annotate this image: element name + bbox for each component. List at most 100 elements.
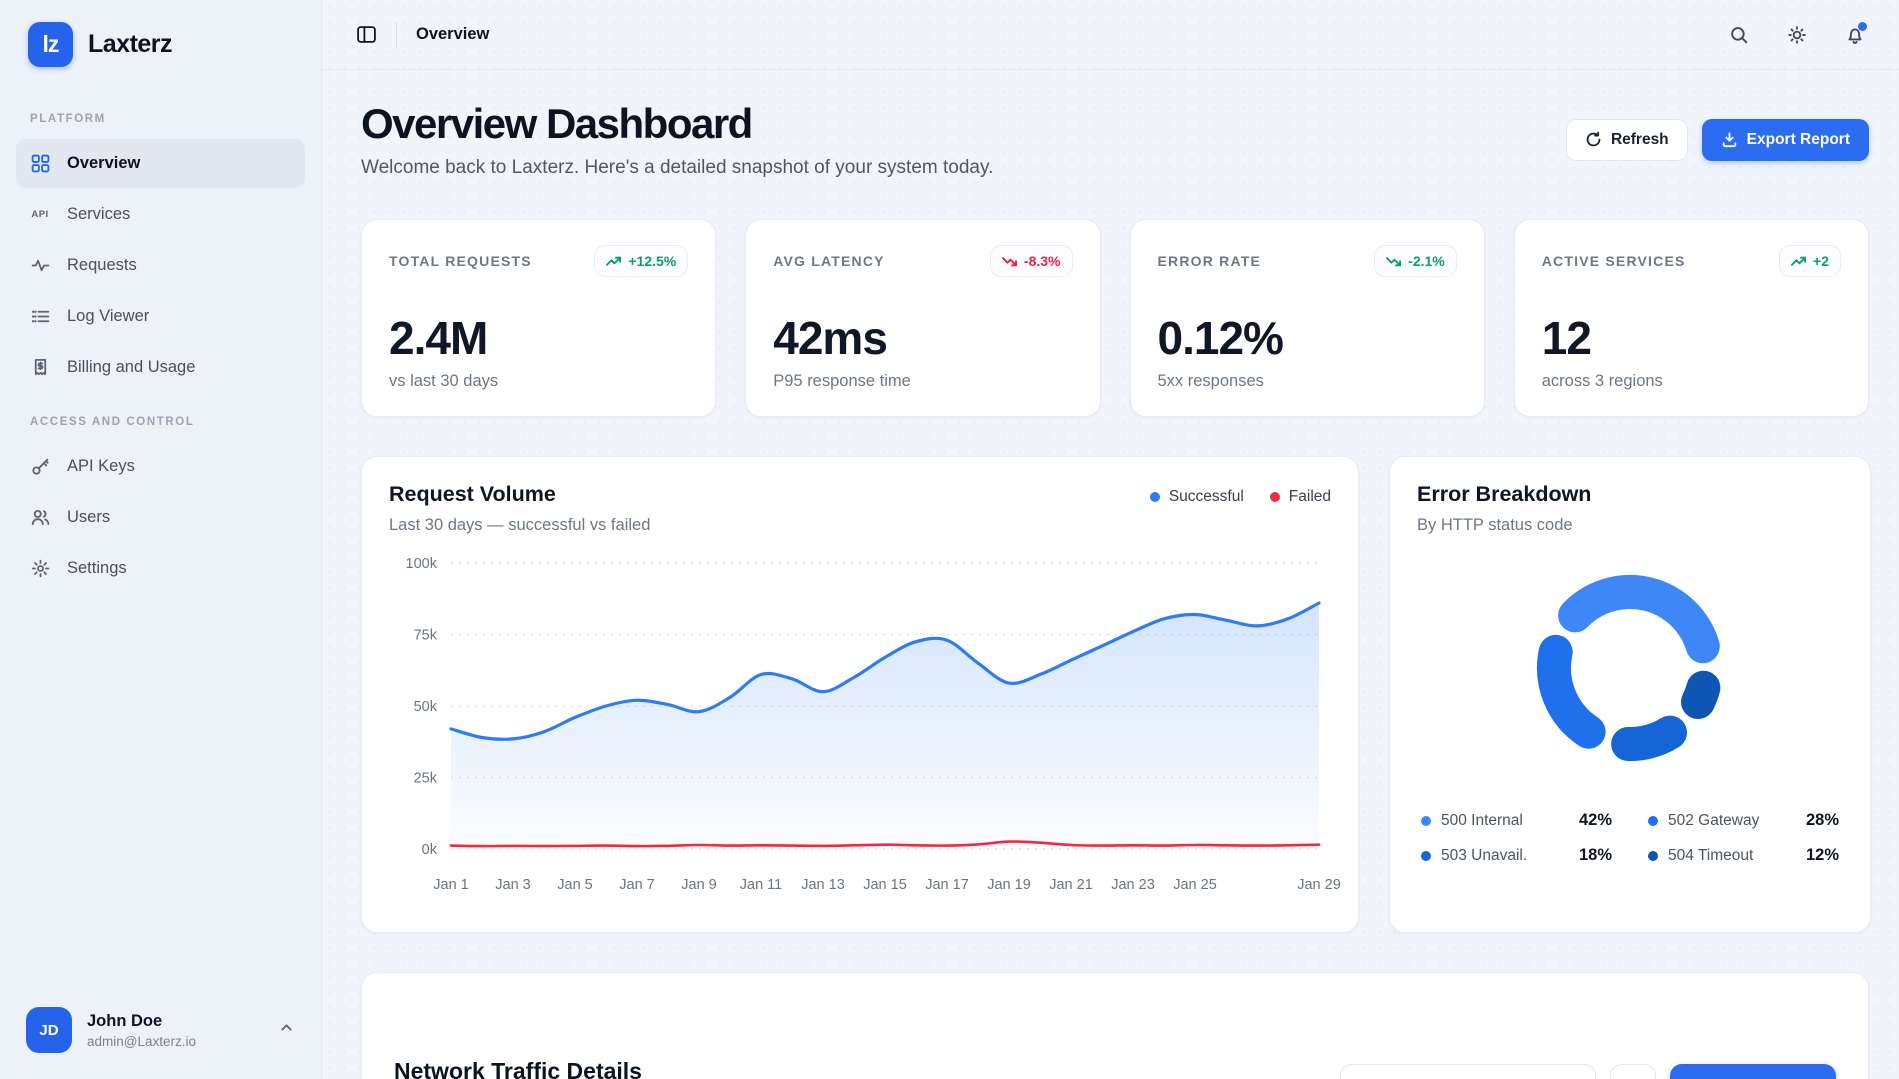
users-icon [30, 508, 50, 528]
svg-text:Jan 9: Jan 9 [681, 877, 716, 893]
legend-item-503: 503 Unavail. 18% [1421, 846, 1612, 865]
trend-down-icon [1001, 256, 1017, 266]
stat-label: TOTAL REQUESTS [389, 253, 532, 269]
sidebar-item-settings[interactable]: Settings [16, 544, 305, 593]
view-full-logs-button[interactable]: View full logs [1670, 1064, 1836, 1079]
error-breakdown-card: Error Breakdown By HTTP status code 500 … [1389, 456, 1871, 933]
stat-card-error-rate: ERROR RATE -2.1% 0.12% 5xx responses [1129, 219, 1485, 417]
legend-item-failed: Failed [1269, 488, 1331, 506]
activity-icon [30, 256, 50, 276]
sidebar-item-overview[interactable]: Overview [16, 139, 305, 188]
sidebar-item-services[interactable]: API Services [16, 190, 305, 239]
svg-text:Jan 17: Jan 17 [925, 877, 969, 893]
export-report-button[interactable]: Export Report [1701, 118, 1869, 161]
page-subtitle: Welcome back to Laxterz. Here's a detail… [361, 157, 994, 178]
sidebar-item-label: Settings [67, 559, 127, 577]
theme-toggle-icon[interactable] [1787, 25, 1807, 45]
avatar: JD [26, 1007, 72, 1053]
trend-down-icon [1386, 256, 1402, 266]
request-volume-card: Request Volume Last 30 days — successful… [361, 456, 1359, 933]
notifications-bell-icon[interactable] [1845, 21, 1867, 45]
legend-dot [1648, 815, 1658, 826]
svg-text:Jan 21: Jan 21 [1049, 877, 1093, 893]
svg-text:Jan 29: Jan 29 [1297, 877, 1341, 893]
api-icon: API [31, 209, 49, 220]
user-name: John Doe [87, 1011, 163, 1030]
trend-up-icon [606, 256, 622, 266]
trend-badge: +12.5% [594, 245, 689, 277]
svg-text:Jan 1: Jan 1 [433, 877, 468, 893]
nav-section-access: ACCESS AND CONTROL [30, 416, 195, 428]
sidebar-item-label: Requests [67, 256, 137, 274]
svg-text:Jan 25: Jan 25 [1173, 877, 1217, 893]
search-icon[interactable] [1729, 25, 1749, 45]
sidebar-item-label: Services [67, 205, 131, 223]
brand-name: Laxterz [88, 30, 173, 58]
refresh-icon [1585, 131, 1602, 148]
stat-value: 12 [1541, 312, 1592, 364]
legend-dot [1149, 492, 1160, 502]
stat-card-avg-latency: AVG LATENCY -8.3% 42ms P95 response time [745, 219, 1101, 417]
legend-item-successful: Successful [1149, 488, 1244, 506]
sidebar-item-label: Overview [67, 154, 141, 172]
stat-label: ERROR RATE [1157, 253, 1262, 269]
sidebar-item-billing[interactable]: Billing and Usage [16, 343, 305, 392]
svg-text:100k: 100k [406, 556, 438, 572]
stat-subtext: 5xx responses [1157, 372, 1264, 390]
page-title: Overview Dashboard [361, 100, 753, 147]
network-traffic-card: Network Traffic Details Comprehensive lo… [361, 972, 1869, 1079]
user-footer[interactable]: JD John Doe admin@Laxterz.io [0, 987, 321, 1079]
sidebar-item-log-viewer[interactable]: Log Viewer [16, 292, 305, 341]
filter-button[interactable] [1610, 1064, 1657, 1079]
sidebar-item-users[interactable]: Users [16, 493, 305, 542]
chart-subtitle: By HTTP status code [1417, 516, 1573, 534]
sidebar-item-label: Log Viewer [67, 307, 150, 325]
svg-text:Jan 15: Jan 15 [863, 877, 907, 893]
nav-section-platform: PLATFORM [30, 113, 106, 125]
main-content: Overview Dashboard Welcome back to Laxte… [322, 70, 1899, 1079]
svg-text:Jan 7: Jan 7 [619, 877, 654, 893]
legend-item-500: 500 Internal 42% [1421, 811, 1612, 830]
stat-subtext: vs last 30 days [389, 372, 499, 390]
legend-dot [1648, 850, 1658, 861]
legend-item-502: 502 Gateway 28% [1648, 811, 1839, 830]
svg-text:50k: 50k [414, 699, 438, 715]
sidebar-toggle-icon[interactable] [356, 24, 377, 45]
sidebar-item-label: Users [67, 508, 111, 526]
chart-title: Error Breakdown [1417, 482, 1592, 506]
stat-subtext: P95 response time [773, 372, 911, 390]
user-email: admin@Laxterz.io [87, 1033, 197, 1049]
stat-card-total-requests: TOTAL REQUESTS +12.5% 2.4M vs last 30 da… [361, 219, 717, 417]
svg-text:Jan 5: Jan 5 [557, 877, 592, 893]
key-icon [30, 457, 50, 477]
error-breakdown-donut [1537, 575, 1721, 761]
sidebar-item-label: API Keys [67, 457, 135, 475]
sidebar-item-requests[interactable]: Requests [16, 241, 305, 290]
chevron-up-icon[interactable] [278, 1019, 295, 1041]
chart-subtitle: Last 30 days — successful vs failed [389, 516, 651, 534]
refresh-button[interactable]: Refresh [1565, 118, 1688, 161]
svg-text:Jan 3: Jan 3 [495, 877, 530, 893]
svg-text:75k: 75k [414, 628, 438, 644]
brand: lz Laxterz [0, 0, 321, 77]
stat-value: 0.12% [1157, 312, 1284, 364]
topbar: Overview [322, 0, 1899, 70]
gear-icon [30, 559, 50, 579]
stat-card-active-services: ACTIVE SERVICES +2 12 across 3 regions [1513, 219, 1869, 417]
divider [396, 21, 397, 48]
request-volume-chart: 0k 25k 50k 75k 100k Jan 1 Jan 3 Jan 5 Jan 7 Jan 9… [406, 556, 1341, 893]
sidebar-item-api-keys[interactable]: API Keys [16, 442, 305, 491]
svg-text:25k: 25k [414, 771, 438, 787]
chart-title: Request Volume [389, 482, 556, 506]
notification-badge [1858, 21, 1867, 31]
endpoint-search[interactable] [1340, 1064, 1597, 1079]
trend-up-icon [1791, 256, 1807, 266]
svg-text:Jan 19: Jan 19 [987, 877, 1031, 893]
trend-badge: -2.1% [1374, 245, 1457, 277]
list-icon [30, 307, 50, 327]
breadcrumb: Overview [416, 25, 490, 43]
stat-subtext: across 3 regions [1541, 372, 1663, 390]
svg-text:0k: 0k [422, 842, 438, 858]
stat-label: ACTIVE SERVICES [1541, 253, 1686, 269]
donut-legend: 500 Internal 42% 502 Gateway 28% 503 Una… [1417, 811, 1843, 865]
